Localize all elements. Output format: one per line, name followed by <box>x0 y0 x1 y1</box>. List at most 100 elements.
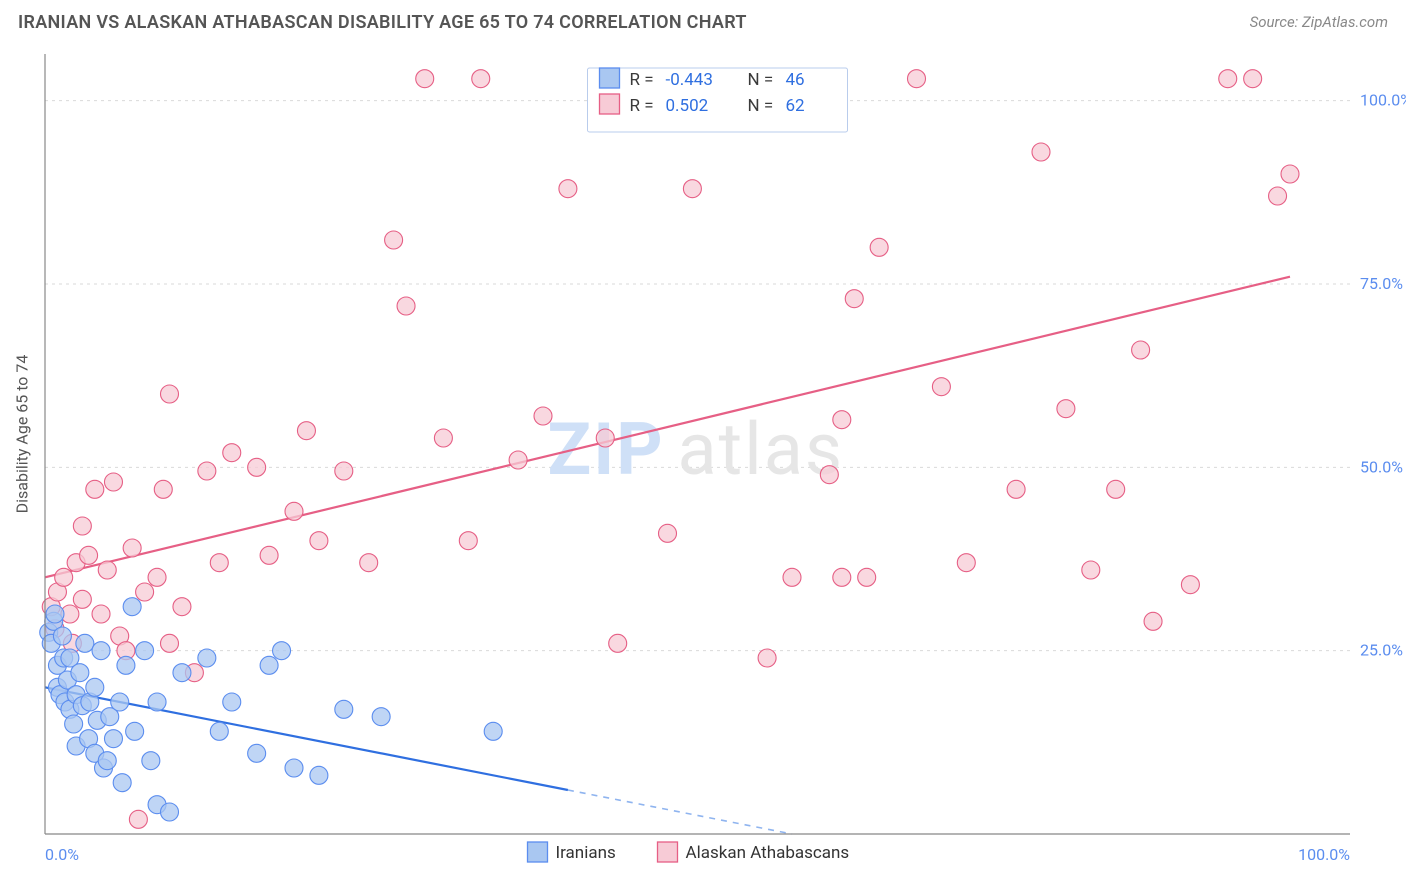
y-axis-label: Disability Age 65 to 74 <box>13 355 32 514</box>
data-point-blue <box>65 715 83 733</box>
data-point-blue <box>76 634 94 652</box>
data-point-blue <box>198 649 216 667</box>
x-tick-label: 0.0% <box>45 845 79 864</box>
data-point-pink <box>86 480 104 498</box>
data-point-blue <box>71 664 89 682</box>
data-point-pink <box>659 524 677 542</box>
data-point-pink <box>397 297 415 315</box>
stats-n-label: N = <box>748 70 774 90</box>
data-point-pink <box>335 462 353 480</box>
data-point-blue <box>104 730 122 748</box>
data-point-blue <box>173 664 191 682</box>
data-point-pink <box>260 546 278 564</box>
data-point-pink <box>297 422 315 440</box>
data-point-pink <box>92 605 110 623</box>
stats-swatch <box>600 68 620 88</box>
watermark: atlas <box>678 407 845 492</box>
data-point-pink <box>609 634 627 652</box>
legend-label: Alaskan Athabascans <box>686 843 850 863</box>
data-point-pink <box>596 429 614 447</box>
data-point-blue <box>111 693 129 711</box>
data-point-pink <box>1244 70 1262 88</box>
data-point-pink <box>104 473 122 491</box>
data-point-blue <box>273 642 291 660</box>
stats-n-value: 62 <box>786 96 805 116</box>
data-point-pink <box>1281 165 1299 183</box>
x-tick-label: 100.0% <box>1298 845 1350 864</box>
data-point-pink <box>908 70 926 88</box>
data-point-blue <box>113 774 131 792</box>
data-point-blue <box>223 693 241 711</box>
data-point-blue <box>92 642 110 660</box>
data-point-blue <box>98 752 116 770</box>
data-point-pink <box>509 451 527 469</box>
data-point-pink <box>123 539 141 557</box>
data-point-blue <box>123 598 141 616</box>
data-point-pink <box>55 568 73 586</box>
data-point-pink <box>833 411 851 429</box>
data-point-blue <box>285 759 303 777</box>
data-point-pink <box>98 561 116 579</box>
data-point-pink <box>285 502 303 520</box>
stats-r-label: R = <box>630 70 654 90</box>
data-point-blue <box>248 744 266 762</box>
data-point-blue <box>372 708 390 726</box>
data-point-pink <box>73 590 91 608</box>
data-point-pink <box>1269 187 1287 205</box>
data-point-pink <box>129 810 147 828</box>
data-point-blue <box>117 656 135 674</box>
data-point-pink <box>683 180 701 198</box>
data-point-pink <box>210 554 228 572</box>
data-point-pink <box>136 583 154 601</box>
data-point-blue <box>210 722 228 740</box>
stats-r-label: R = <box>630 96 654 116</box>
data-point-pink <box>385 231 403 249</box>
stats-r-value: -0.443 <box>666 70 713 90</box>
data-point-pink <box>223 444 241 462</box>
data-point-pink <box>1219 70 1237 88</box>
data-point-pink <box>161 385 179 403</box>
data-point-pink <box>173 598 191 616</box>
data-point-pink <box>932 378 950 396</box>
data-point-blue <box>142 752 160 770</box>
chart-header: IRANIAN VS ALASKAN ATHABASCAN DISABILITY… <box>0 0 1406 44</box>
y-tick-label: 75.0% <box>1360 274 1403 293</box>
legend-swatch <box>528 842 548 862</box>
watermark: ZIP <box>548 407 665 492</box>
chart-title: IRANIAN VS ALASKAN ATHABASCAN DISABILITY… <box>18 12 747 33</box>
data-point-blue <box>126 722 144 740</box>
y-tick-label: 25.0% <box>1360 641 1403 660</box>
data-point-pink <box>148 568 166 586</box>
data-point-pink <box>459 532 477 550</box>
data-point-pink <box>559 180 577 198</box>
data-point-pink <box>198 462 216 480</box>
legend-swatch <box>658 842 678 862</box>
source-attribution: Source: ZipAtlas.com <box>1250 13 1388 31</box>
data-point-pink <box>161 634 179 652</box>
data-point-pink <box>1057 400 1075 418</box>
data-point-pink <box>472 70 490 88</box>
data-point-blue <box>148 693 166 711</box>
data-point-blue <box>136 642 154 660</box>
data-point-blue <box>53 627 71 645</box>
data-point-pink <box>833 568 851 586</box>
data-point-blue <box>335 700 353 718</box>
data-point-pink <box>360 554 378 572</box>
data-point-pink <box>858 568 876 586</box>
scatter-chart: 25.0%50.0%75.0%100.0%ZIPatlas0.0%100.0%R… <box>0 44 1406 892</box>
data-point-pink <box>434 429 452 447</box>
data-point-blue <box>310 766 328 784</box>
plot-container: Disability Age 65 to 74 25.0%50.0%75.0%1… <box>0 44 1406 892</box>
trend-line-blue-extrapolated <box>568 790 792 834</box>
stats-r-value: 0.502 <box>666 96 709 116</box>
data-point-blue <box>484 722 502 740</box>
stats-n-value: 46 <box>786 70 805 90</box>
data-point-pink <box>957 554 975 572</box>
stats-swatch <box>600 94 620 114</box>
data-point-pink <box>248 458 266 476</box>
data-point-blue <box>161 803 179 821</box>
data-point-pink <box>310 532 328 550</box>
data-point-pink <box>1107 480 1125 498</box>
data-point-pink <box>845 290 863 308</box>
data-point-blue <box>46 605 64 623</box>
